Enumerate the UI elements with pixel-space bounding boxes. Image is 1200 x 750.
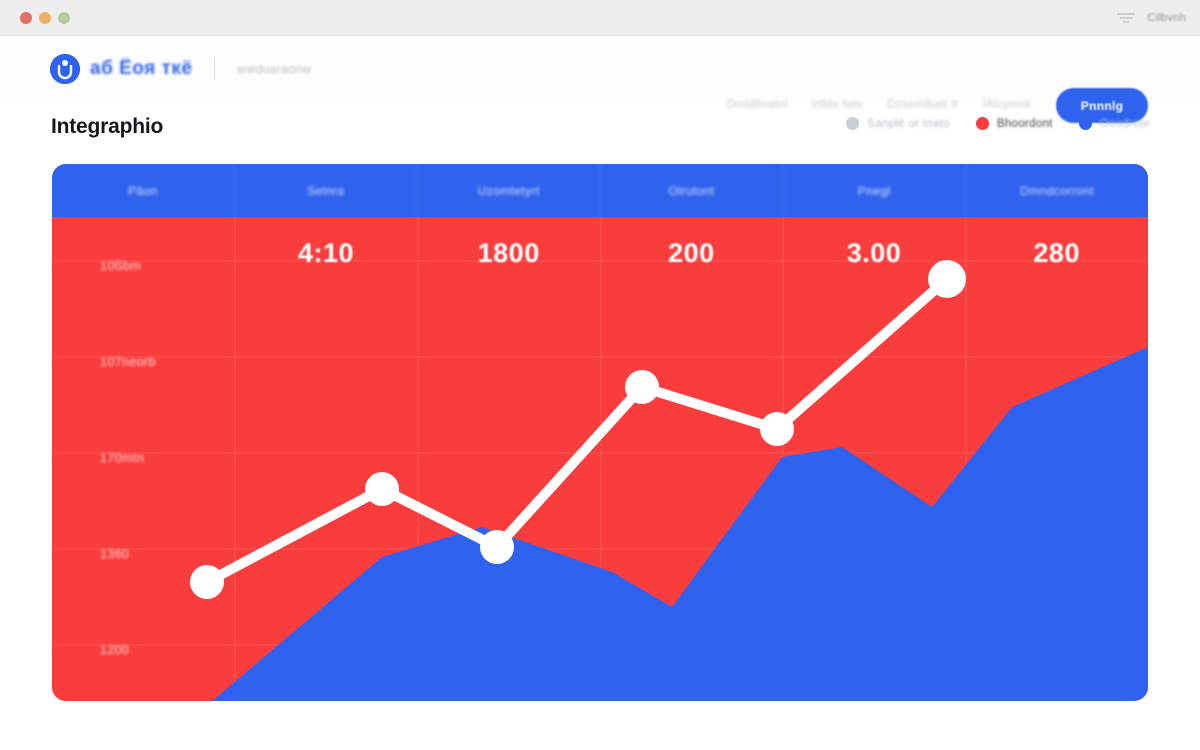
nav-item-3[interactable]: lAlcymne: [982, 99, 1032, 111]
data-point-marker: [480, 530, 514, 564]
page-title: Integraphio: [51, 115, 164, 138]
chart-plot-area: [52, 217, 1148, 701]
column-header-4[interactable]: Pnegl: [783, 164, 967, 217]
column-header-3[interactable]: Olrutont: [600, 164, 784, 217]
legend-dot-icon: [975, 117, 989, 130]
legend-dot-icon: [1078, 117, 1092, 130]
data-point-marker: [190, 565, 224, 599]
legend-label-2: Ooodrote: [1099, 117, 1150, 130]
titlebar-label: Cilbvnh: [1147, 12, 1186, 24]
primary-cta-button[interactable]: Pnnnlg: [1056, 88, 1148, 123]
window-controls: [20, 11, 70, 24]
data-point-marker: [625, 370, 659, 404]
chart-card: Pâon Selnra Uzomtetyrt Olrutont Pnegl Dm…: [52, 164, 1148, 701]
window-titlebar: Cilbvnh: [0, 0, 1200, 36]
legend-dot-icon: [846, 117, 860, 130]
app-header: аб Ёоя ткё wwduaraonw Dmtdlloatnl lrtMo …: [0, 36, 1200, 123]
titlebar-right: Cilbvnh: [1115, 0, 1186, 36]
brand-divider: [214, 58, 216, 80]
zoom-button[interactable]: [58, 11, 70, 24]
series-white-markers: [190, 260, 966, 599]
legend-item-2[interactable]: Ooodrote: [1078, 117, 1150, 130]
brand[interactable]: аб Ёоя ткё wwduaraonw: [50, 54, 311, 84]
area-chart-svg: [52, 217, 1148, 701]
brand-subtitle: wwduaraonw: [237, 62, 312, 76]
brand-name: аб Ёоя ткё: [90, 58, 193, 79]
close-button[interactable]: [20, 11, 32, 24]
data-point-marker: [928, 260, 966, 298]
column-header-0[interactable]: Pâon: [52, 164, 235, 217]
legend-item-1[interactable]: Bhoordont: [975, 117, 1053, 130]
main-nav: Dmtdlloatnl lrtMo lwtv Dzsemlbatt tr lAl…: [727, 72, 1032, 138]
column-header-1[interactable]: Selnra: [235, 164, 418, 217]
column-header-2[interactable]: Uzomtetyrt: [418, 164, 601, 217]
series-white-line: [202, 274, 952, 587]
minimize-button[interactable]: [39, 11, 51, 24]
nav-item-1[interactable]: lrtMo lwtv: [811, 99, 864, 111]
chart-legend: Sanplé or tnato Bhoordont Ooodrote: [846, 117, 1150, 130]
legend-label-1: Bhoordont: [996, 117, 1053, 130]
legend-label-0: Sanplé or tnato: [867, 117, 950, 130]
legend-item-0[interactable]: Sanplé or tnato: [846, 117, 950, 130]
filter-icon[interactable]: [1115, 11, 1137, 25]
nav-item-2[interactable]: Dzsemlbatt tr: [887, 99, 959, 111]
series-blue-area: [52, 347, 1148, 701]
column-header-5[interactable]: Dmndcorront: [1020, 183, 1094, 198]
data-point-marker: [365, 472, 399, 506]
brand-logo-icon: [50, 54, 80, 84]
nav-item-0[interactable]: Dmtdlloatnl: [726, 99, 788, 111]
chart-column-headers: Pâon Selnra Uzomtetyrt Olrutont Pnegl Dm…: [52, 164, 1148, 217]
data-point-marker: [760, 412, 794, 446]
